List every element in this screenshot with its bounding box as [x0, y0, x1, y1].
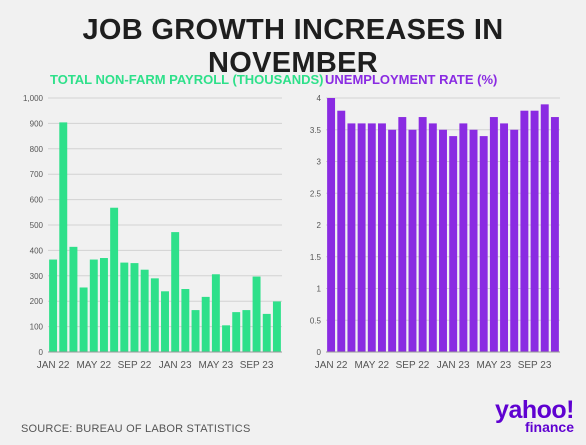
unemployment-chart-title: UNEMPLOYMENT RATE (%)	[325, 72, 498, 87]
unemployment-ytick-label: 2	[317, 221, 322, 230]
unemployment-bar	[469, 129, 478, 352]
unemployment-xtick-label: JAN 22	[315, 360, 348, 371]
unemployment-bar	[408, 129, 417, 352]
payroll-ytick-label: 400	[30, 246, 44, 255]
unemployment-ytick-label: 3	[317, 158, 322, 167]
unemployment-bar	[418, 117, 427, 352]
unemployment-bar	[479, 136, 488, 352]
unemployment-ytick-label: 3.5	[310, 126, 322, 135]
payroll-bar	[99, 258, 108, 352]
payroll-bar	[232, 312, 241, 352]
payroll-chart-panel: TOTAL NON-FARM PAYROLL (THOUSANDS) 0 100 2…	[0, 68, 324, 378]
unemployment-bar	[357, 123, 366, 353]
unemployment-bar	[347, 123, 356, 353]
payroll-ytick-label: 500	[30, 221, 44, 230]
unemployment-bar	[428, 123, 437, 353]
unemployment-bar	[377, 123, 386, 353]
unemployment-ytick-label: 2.5	[310, 189, 322, 198]
payroll-xtick-label: MAY 22	[76, 360, 111, 371]
payroll-bar	[130, 263, 139, 352]
payroll-xtick-label: SEP 23	[240, 360, 274, 371]
payroll-bar	[79, 287, 88, 352]
payroll-ytick-label: 900	[30, 119, 44, 128]
unemployment-ytick-label: 0	[317, 348, 322, 357]
payroll-ytick-label: 1,000	[23, 94, 44, 103]
payroll-bar	[252, 276, 261, 352]
payroll-xtick-label: JAN 22	[37, 360, 70, 371]
payroll-bar	[171, 232, 180, 352]
unemployment-ytick-label: 0.5	[310, 316, 322, 325]
payroll-ytick-label: 300	[30, 272, 44, 281]
payroll-chart-title: TOTAL NON-FARM PAYROLL (THOUSANDS)	[50, 72, 324, 87]
unemployment-xtick-label: JAN 23	[437, 360, 470, 371]
unemployment-bar	[520, 110, 529, 352]
unemployment-chart: 0 0.5 1 1.5 2 2.5 3 3.5 4 JAN 22 MAY 22 SEP 22 JAN 2…	[310, 94, 560, 371]
payroll-bar	[89, 259, 98, 352]
unemployment-bar	[510, 129, 519, 352]
payroll-ytick-label: 200	[30, 297, 44, 306]
logo-wordmark: yahoo!	[495, 396, 574, 424]
payroll-bar	[69, 246, 78, 352]
logo-subtitle: finance	[524, 419, 574, 435]
unemployment-bar	[530, 110, 539, 352]
payroll-bar	[59, 122, 68, 352]
unemployment-bar	[439, 129, 447, 352]
payroll-bar	[161, 291, 169, 352]
unemployment-bar	[550, 117, 559, 352]
unemployment-bar	[500, 123, 509, 353]
unemployment-bar	[540, 104, 549, 352]
unemployment-bar	[388, 129, 397, 352]
yahoo-finance-logo[interactable]: yahoo! finance	[495, 396, 574, 435]
payroll-bar	[242, 310, 251, 352]
payroll-bar	[222, 325, 231, 352]
unemployment-xtick-label: MAY 23	[477, 360, 512, 371]
unemployment-bar	[398, 117, 407, 352]
payroll-bar	[110, 207, 119, 352]
unemployment-ytick-label: 1.5	[310, 253, 322, 262]
payroll-ytick-label: 0	[39, 348, 44, 357]
unemployment-xtick-label: MAY 22	[354, 360, 389, 371]
unemployment-bar	[459, 123, 468, 353]
payroll-ytick-label: 100	[30, 323, 44, 332]
payroll-xtick-label: SEP 22	[118, 360, 152, 371]
payroll-bar	[211, 274, 220, 352]
payroll-xtick-label: MAY 23	[199, 360, 234, 371]
unemployment-xtick-label: SEP 22	[396, 360, 430, 371]
payroll-ytick-label: 800	[30, 145, 44, 154]
payroll-bar	[262, 313, 271, 352]
payroll-xtick-label: JAN 23	[159, 360, 192, 371]
unemployment-bar	[449, 136, 458, 352]
payroll-bar	[49, 259, 58, 352]
headline: JOB GROWTH INCREASES IN NOVEMBER	[82, 14, 504, 79]
payroll-ytick-label: 600	[30, 196, 44, 205]
unemployment-ytick-label: 4	[317, 94, 322, 103]
unemployment-xtick-label: SEP 23	[518, 360, 552, 371]
payroll-bar	[120, 262, 129, 352]
payroll-bar	[201, 296, 210, 352]
payroll-chart: 0 100 200 300 400 500 600 700 800 900 1,000 JAN 22 M…	[23, 94, 282, 371]
source-note: SOURCE: BUREAU OF LABOR STATISTICS	[21, 423, 251, 435]
payroll-bar	[181, 289, 190, 352]
payroll-ytick-label: 700	[30, 170, 44, 179]
unemployment-chart-panel: UNEMPLOYMENT RATE (%) 0 0.5 1 1.5 2 2.5 3 3.5 4 J…	[296, 68, 586, 378]
unemployment-bar	[327, 98, 336, 352]
payroll-bar	[140, 269, 149, 352]
unemployment-bar	[367, 123, 376, 353]
unemployment-ytick-label: 1	[317, 285, 322, 294]
payroll-bar	[191, 310, 200, 352]
unemployment-bar	[337, 110, 346, 352]
payroll-bar	[272, 301, 281, 352]
unemployment-bar	[489, 117, 498, 352]
payroll-bar	[150, 278, 159, 352]
